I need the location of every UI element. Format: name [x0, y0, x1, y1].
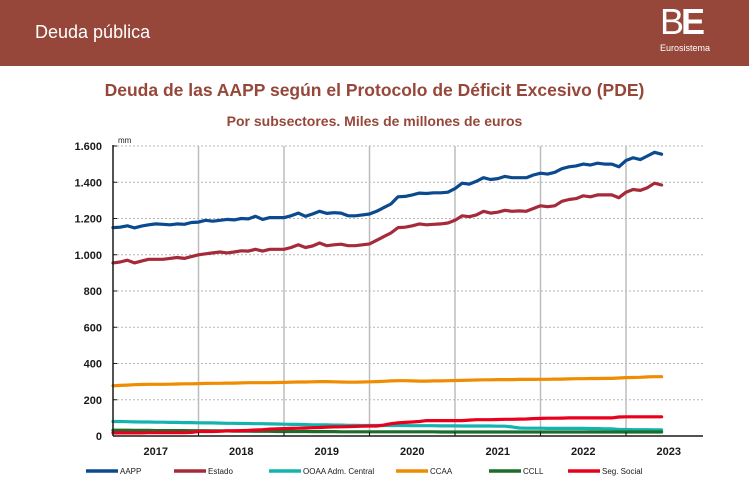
- legend-item: CCAA: [396, 467, 453, 476]
- y-tick-label: 1.600: [74, 141, 102, 153]
- legend-item: CCLL: [489, 467, 544, 476]
- logo-mark-b: B: [660, 1, 684, 42]
- x-tick-label: 2022: [571, 446, 595, 458]
- y-tick-label: 600: [84, 322, 102, 334]
- legend-label: Seg. Social: [602, 467, 643, 476]
- legend-label: CCLL: [523, 467, 544, 476]
- series-line-ccaa: [111, 375, 664, 388]
- chart-subtitle: Por subsectores. Miles de millones de eu…: [226, 113, 523, 129]
- axes: [112, 145, 703, 437]
- logo-mark: BE: [660, 1, 705, 42]
- y-tick-label: 400: [84, 359, 102, 371]
- x-tick-label: 2019: [315, 446, 339, 458]
- logo-mark-e: E: [681, 1, 705, 42]
- legend-label: AAPP: [120, 467, 141, 476]
- legend-item: AAPP: [86, 467, 141, 476]
- y-tick-label: 1.200: [74, 214, 102, 226]
- series-line-estado: [111, 181, 664, 265]
- x-tick-labels: 2017 2018 2019 2020 2021 2022 2023: [144, 446, 681, 458]
- banco-espana-logo: BE Eurosistema: [657, 1, 717, 58]
- series-line-seg-social: [111, 415, 664, 435]
- y-tick-label: 0: [96, 431, 102, 443]
- legend-item: Estado: [174, 467, 233, 476]
- y-axis-unit-label: mm: [118, 136, 132, 145]
- x-tick-label: 2017: [144, 446, 168, 458]
- y-tick-label: 800: [84, 286, 102, 298]
- y-tick-label: 1.000: [74, 250, 102, 262]
- y-tick-label: 1.400: [74, 177, 102, 189]
- y-tick-label: 200: [84, 395, 102, 407]
- legend: AAPP Estado OOAA Adm. Central CCAA CCLL Seg. …: [86, 467, 643, 476]
- x-tick-label: 2021: [486, 446, 510, 458]
- logo-subtitle: Eurosistema: [660, 43, 711, 53]
- legend-item: Seg. Social: [568, 467, 643, 476]
- y-tick-labels: 0 200 400 600 800 1.000 1.200 1.400 1.600: [74, 141, 102, 443]
- legend-item: OOAA Adm. Central: [269, 467, 374, 476]
- x-tick-label: 2023: [657, 446, 681, 458]
- legend-label: OOAA Adm. Central: [303, 467, 374, 476]
- x-tick-label: 2020: [400, 446, 424, 458]
- gridlines: [113, 145, 703, 436]
- legend-label: CCAA: [430, 467, 453, 476]
- chart-title: Deuda de las AAPP según el Protocolo de …: [104, 80, 645, 100]
- page-title: Deuda pública: [35, 22, 151, 42]
- series-lines: [111, 150, 664, 435]
- x-tick-label: 2018: [229, 446, 253, 458]
- series-line-aapp: [111, 150, 664, 230]
- legend-label: Estado: [208, 467, 233, 476]
- page-header: Deuda pública BE Eurosistema: [0, 0, 749, 66]
